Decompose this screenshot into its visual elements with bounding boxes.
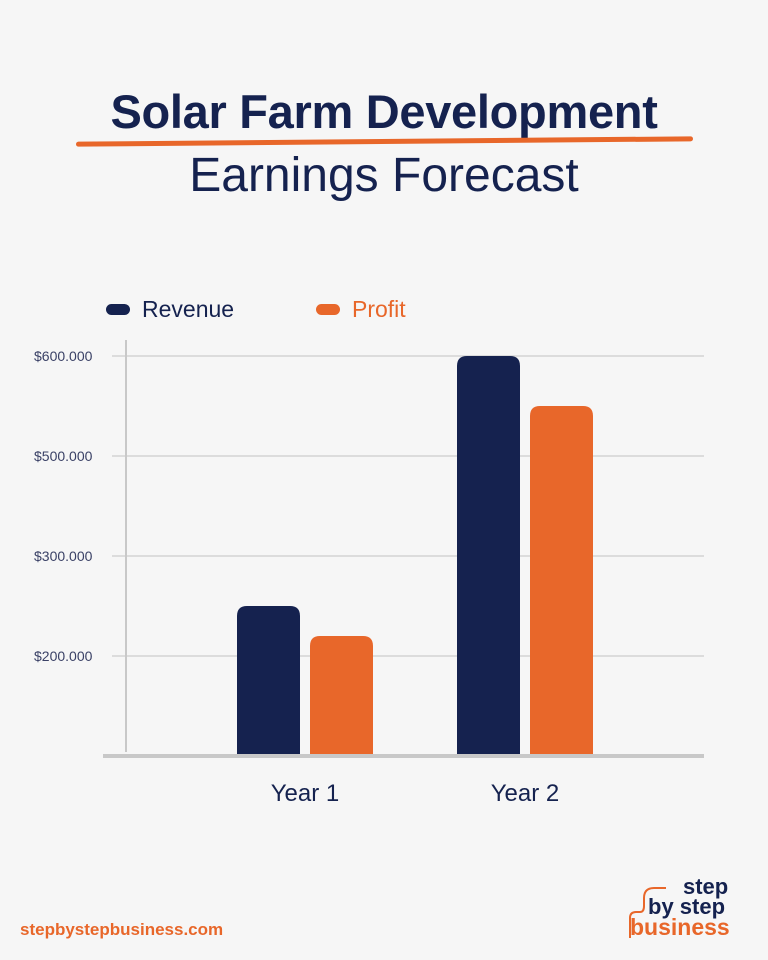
y-tick-label: $500.000 bbox=[34, 448, 93, 464]
y-tick-label: $200.000 bbox=[34, 648, 93, 664]
legend-revenue: Revenue bbox=[106, 296, 234, 323]
logo: step by step business bbox=[626, 874, 746, 940]
footer-url[interactable]: stepbystepbusiness.com bbox=[20, 920, 224, 939]
logo-step: step bbox=[683, 874, 729, 899]
legend-profit: Profit bbox=[316, 296, 406, 323]
bar-profit bbox=[530, 406, 593, 754]
bar-profit bbox=[310, 636, 373, 754]
x-tick-label: Year 2 bbox=[491, 780, 560, 807]
bar-revenue bbox=[237, 606, 300, 754]
legend-swatch-profit bbox=[316, 304, 340, 315]
logo-business: business bbox=[630, 914, 730, 940]
y-tick-label: $600.000 bbox=[34, 348, 93, 364]
y-tick-label: $300.000 bbox=[34, 548, 93, 564]
x-tick-label: Year 1 bbox=[271, 780, 340, 807]
logo-by-step: by step bbox=[648, 894, 726, 919]
legend-swatch-revenue bbox=[106, 304, 130, 315]
subtitle: Earnings Forecast bbox=[189, 149, 579, 202]
legend-label-revenue: Revenue bbox=[142, 296, 235, 322]
title: Solar Farm Development bbox=[110, 85, 658, 138]
bar-revenue bbox=[457, 356, 520, 754]
legend-label-profit: Profit bbox=[352, 296, 406, 322]
